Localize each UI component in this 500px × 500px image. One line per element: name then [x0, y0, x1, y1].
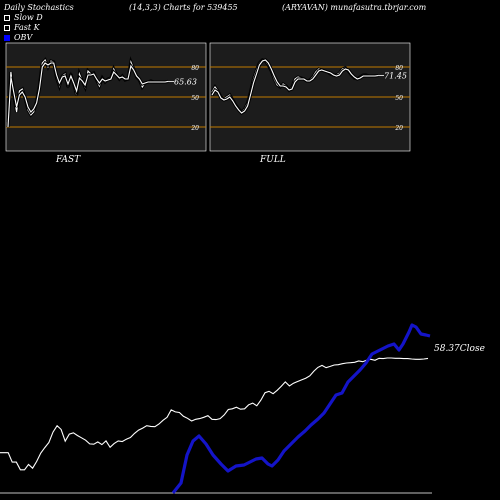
legend: Slow D Fast K OBV	[4, 13, 43, 43]
close-line	[0, 357, 429, 471]
fast-series-1-line	[7, 62, 169, 128]
legend-swatch-slow-d	[4, 15, 10, 21]
full-y-tick-80: 80	[395, 65, 403, 72]
fast-last-value-label: 65.63	[174, 77, 197, 86]
legend-swatch-fast-k	[4, 25, 10, 31]
legend-item-slow-d: Slow D	[4, 13, 43, 23]
full-series-1-line	[211, 59, 379, 114]
fast-y-tick-50: 50	[191, 95, 199, 102]
legend-label-obv: OBV	[14, 33, 33, 42]
chart-title-params: (14,3,3) Charts for 539455	[129, 3, 238, 12]
fast-y-tick-80: 80	[191, 65, 199, 72]
legend-item-fast-k: Fast K	[4, 23, 43, 33]
chart-title-left: Daily Stochastics	[4, 3, 74, 12]
legend-swatch-obv	[4, 35, 10, 41]
fast-panel-title: FAST	[55, 155, 81, 165]
fast-y-tick-20: 20	[190, 125, 199, 132]
legend-label-slow-d: Slow D	[14, 13, 43, 22]
close-last-value-label: 58.37Close	[434, 344, 485, 354]
legend-label-fast-k: Fast K	[14, 23, 40, 32]
chart-title-site: (ARYAVAN) munafasutra.tbrjar.com	[282, 3, 427, 12]
full-last-value-label: 71.45	[384, 72, 407, 81]
full-y-tick-50: 50	[395, 95, 403, 102]
full-panel-title: FULL	[259, 155, 286, 165]
full-y-tick-20: 20	[394, 125, 403, 132]
obv-line	[171, 323, 431, 494]
legend-item-obv: OBV	[4, 33, 43, 43]
